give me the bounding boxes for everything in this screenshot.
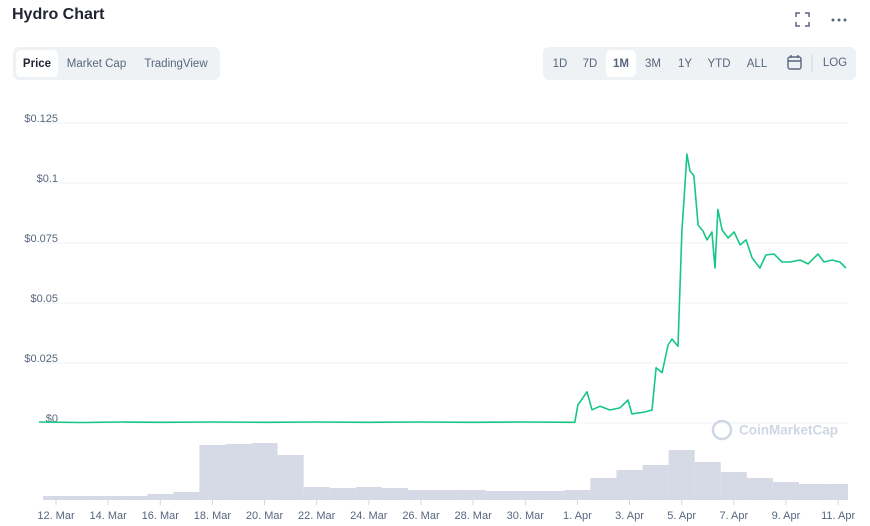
y-tick-label: $0.075 bbox=[24, 233, 58, 245]
volume-bar bbox=[590, 478, 617, 500]
volume-bar bbox=[460, 490, 487, 500]
volume-bar bbox=[173, 492, 200, 500]
calendar-icon[interactable] bbox=[787, 55, 802, 70]
volume-bar bbox=[147, 494, 174, 500]
volume-bar bbox=[329, 488, 356, 500]
watermark-logo bbox=[711, 419, 733, 441]
x-tick-label: 11. Apr bbox=[821, 510, 855, 522]
x-tick-label: 30. Mar bbox=[507, 510, 545, 522]
tab-active-bg bbox=[16, 50, 58, 77]
range-button[interactable]: 1D bbox=[553, 58, 568, 70]
watermark: CoinMarketCap bbox=[739, 423, 838, 438]
volume-bar bbox=[407, 490, 435, 500]
volume-bar bbox=[694, 462, 721, 500]
range-button[interactable]: ALL bbox=[747, 58, 768, 70]
x-tick-label: 12. Mar bbox=[37, 510, 75, 522]
range-button[interactable]: 1M bbox=[613, 58, 629, 70]
volume-bar bbox=[720, 472, 747, 500]
x-tick-label: 26. Mar bbox=[402, 510, 440, 522]
volume-bar bbox=[42, 496, 70, 500]
y-tick-label: $0.1 bbox=[37, 173, 58, 185]
range-button[interactable]: 7D bbox=[583, 58, 598, 70]
volume-bar bbox=[772, 482, 799, 500]
x-tick-label: 20. Mar bbox=[246, 510, 284, 522]
x-tick-label: 7. Apr bbox=[719, 510, 748, 522]
more-icon[interactable] bbox=[831, 18, 847, 22]
volume-bar bbox=[355, 487, 382, 500]
volume-bar bbox=[381, 488, 408, 500]
x-tick-label: 9. Apr bbox=[772, 510, 801, 522]
tab[interactable]: Market Cap bbox=[67, 58, 126, 70]
volume-bar bbox=[668, 450, 695, 500]
volume-bar bbox=[746, 478, 773, 500]
volume-bar bbox=[616, 470, 643, 500]
y-tick-label: $0 bbox=[46, 413, 58, 425]
volume-bar bbox=[225, 444, 252, 500]
x-tick-label: 14. Mar bbox=[89, 510, 127, 522]
range-button[interactable]: 1Y bbox=[678, 58, 692, 70]
range-button[interactable]: 3M bbox=[645, 58, 661, 70]
x-tick-label: 16. Mar bbox=[142, 510, 180, 522]
volume-bar bbox=[199, 445, 226, 500]
x-tick-label: 1. Apr bbox=[563, 510, 592, 522]
chart-title: Hydro Chart bbox=[12, 6, 105, 23]
x-tick-label: 28. Mar bbox=[454, 510, 492, 522]
y-tick-label: $0.025 bbox=[24, 353, 58, 365]
range-active-bg bbox=[606, 50, 636, 77]
volume-bar bbox=[303, 487, 330, 500]
x-tick-label: 24. Mar bbox=[350, 510, 388, 522]
volume-bar bbox=[642, 465, 669, 500]
volume-bar bbox=[564, 490, 591, 500]
x-tick-label: 18. Mar bbox=[194, 510, 232, 522]
volume-bar bbox=[434, 490, 461, 500]
log-button[interactable]: LOG bbox=[823, 57, 847, 69]
volume-bar bbox=[486, 491, 513, 500]
tab-group bbox=[13, 47, 220, 80]
x-tick-label: 22. Mar bbox=[298, 510, 336, 522]
tab[interactable]: TradingView bbox=[144, 58, 208, 70]
volume-bar bbox=[798, 484, 826, 500]
volume-bar bbox=[277, 455, 304, 500]
y-tick-label: $0.125 bbox=[24, 113, 58, 125]
volume-bar bbox=[538, 491, 565, 500]
tab[interactable]: Price bbox=[23, 58, 51, 70]
volume-bar bbox=[512, 491, 539, 500]
volume-bar bbox=[121, 496, 148, 500]
range-button[interactable]: YTD bbox=[708, 58, 731, 70]
x-tick-label: 5. Apr bbox=[667, 510, 696, 522]
y-tick-label: $0.05 bbox=[30, 293, 58, 305]
volume-bar bbox=[95, 496, 122, 500]
volume-bar bbox=[251, 443, 278, 500]
price-line bbox=[38, 153, 847, 424]
volume-bar bbox=[69, 496, 96, 500]
volume-bar bbox=[825, 484, 848, 500]
fullscreen-icon[interactable] bbox=[795, 12, 810, 27]
x-tick-label: 3. Apr bbox=[615, 510, 644, 522]
